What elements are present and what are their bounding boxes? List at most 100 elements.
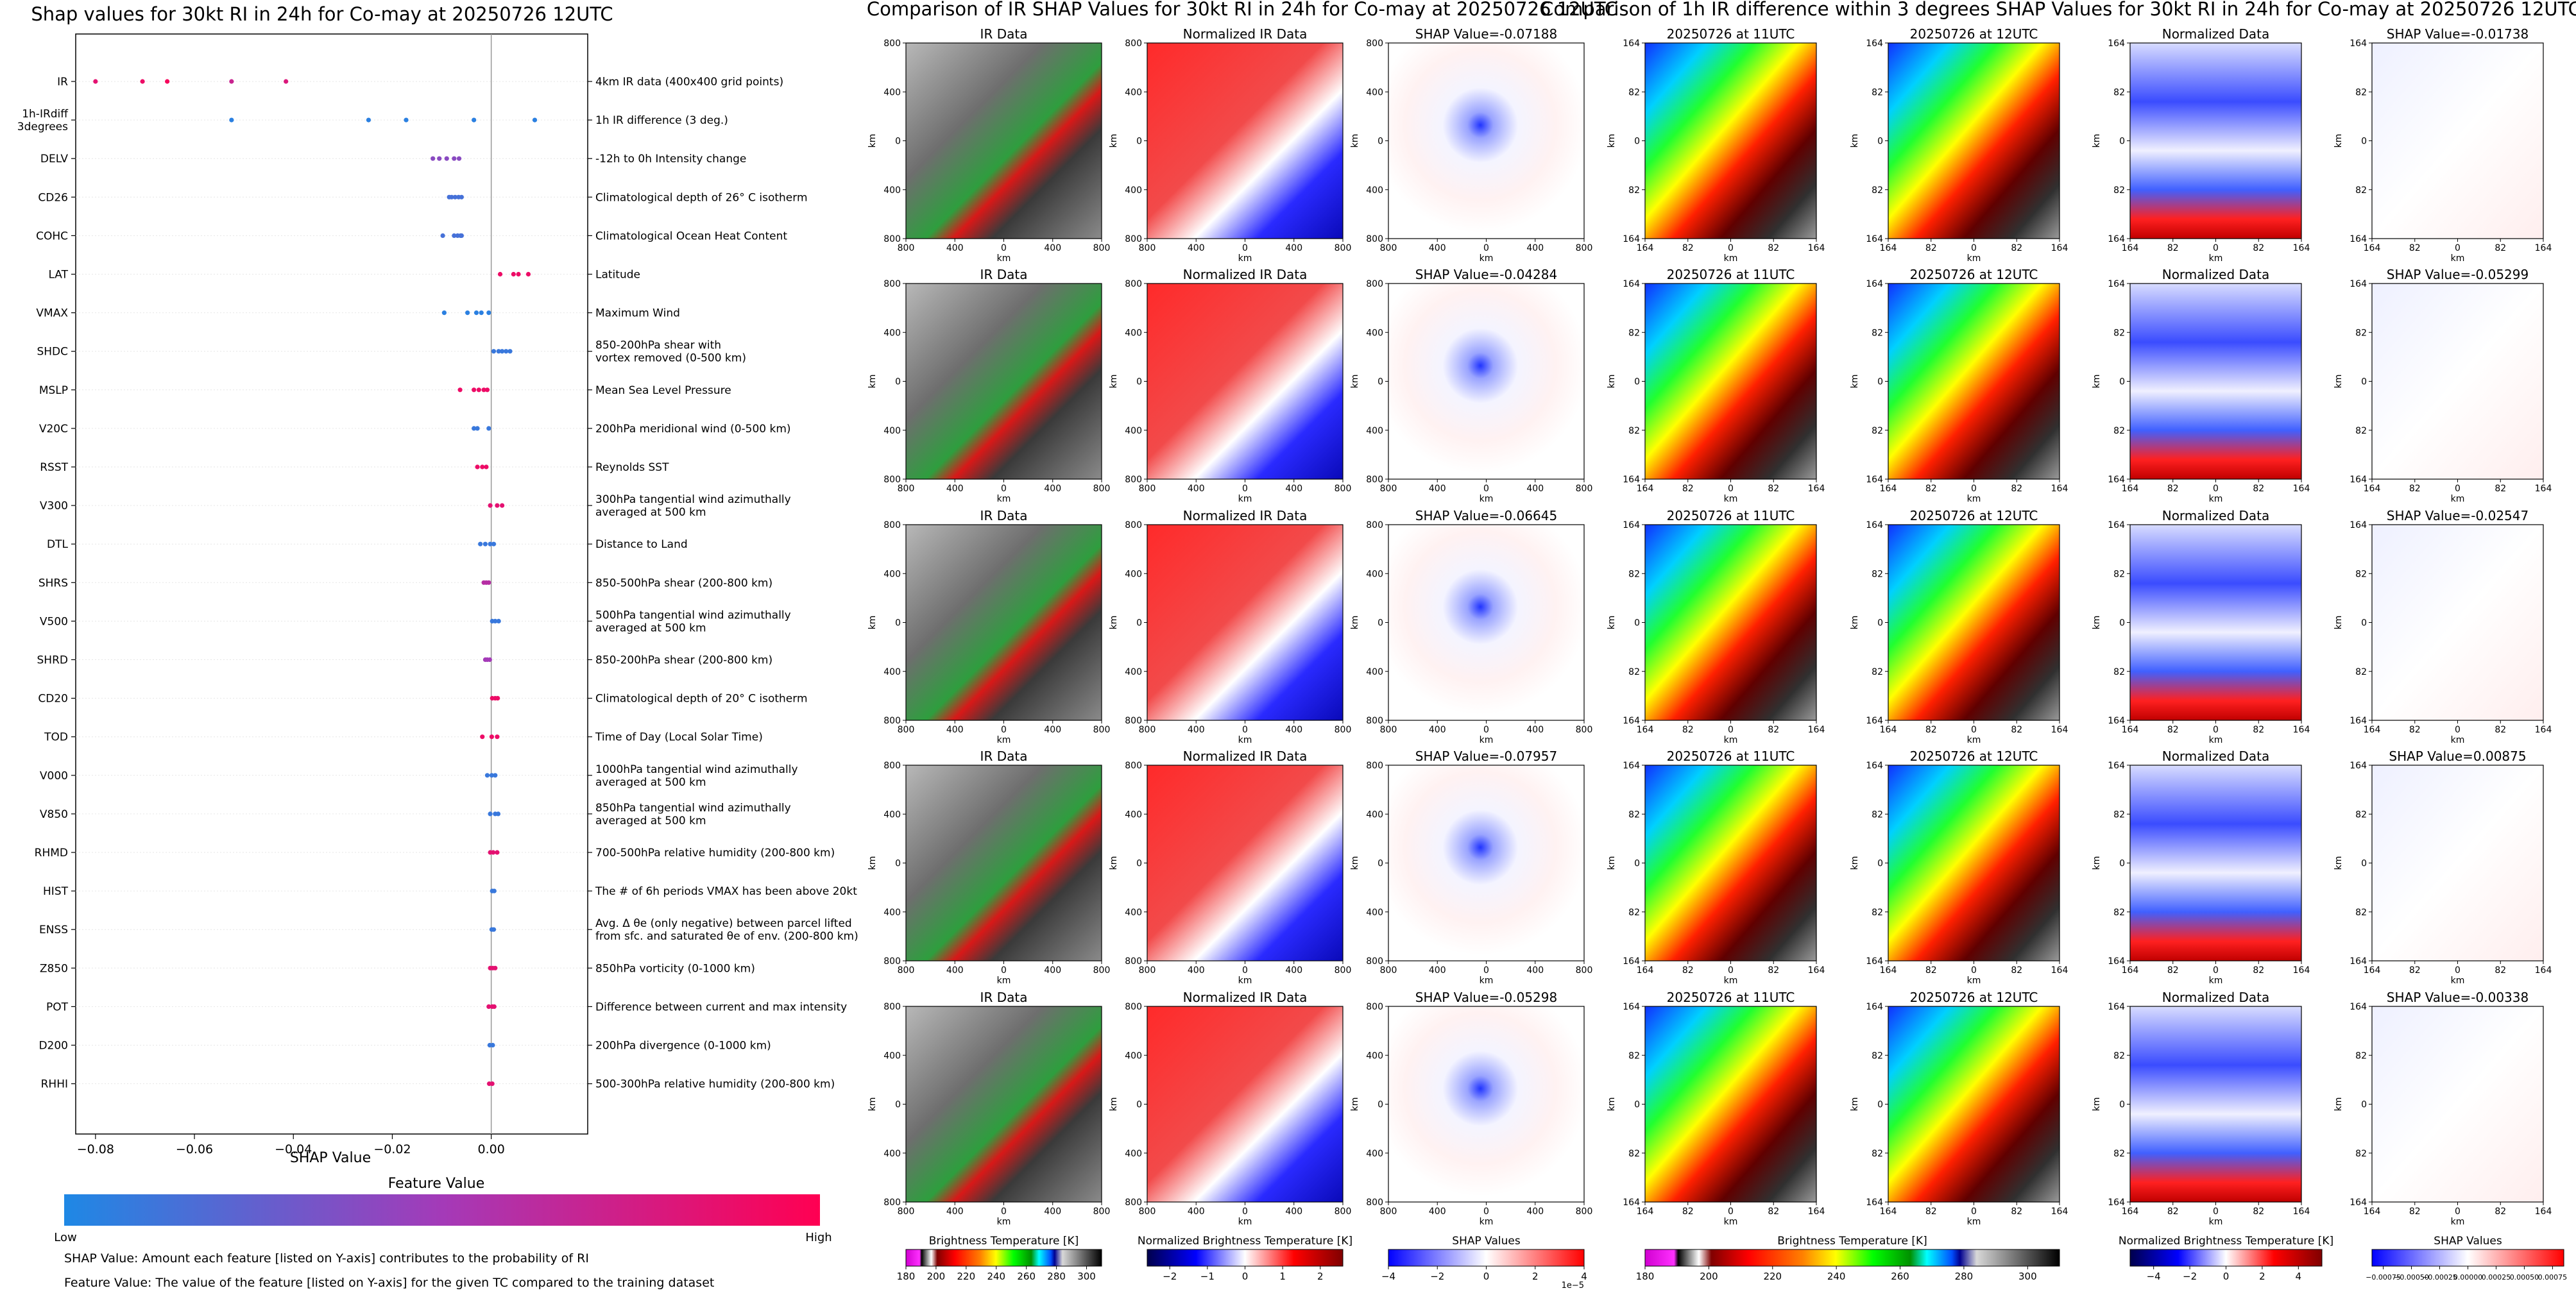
- panel-image: [1888, 42, 2060, 239]
- ytick-label: 400: [883, 809, 901, 820]
- ytick-label: 82: [1872, 569, 1883, 579]
- ytick-label: 0: [895, 1100, 901, 1110]
- ytick-label: 82: [1872, 1149, 1883, 1159]
- ytick-label: 800: [1125, 279, 1142, 289]
- colorbar-label: Brightness Temperature [K]: [1777, 1235, 1927, 1248]
- panel-image: [2129, 524, 2302, 721]
- xtick-label: 82: [1925, 1206, 1937, 1217]
- ytick-label: 0: [1877, 618, 1883, 629]
- yaxis-label: km: [1850, 616, 1860, 630]
- ytick-label: 164: [2108, 761, 2125, 771]
- ytick-label: 0: [1136, 859, 1142, 869]
- colorbar-label: SHAP Values: [2434, 1235, 2502, 1248]
- xtick-label: −0.08: [77, 1142, 114, 1156]
- xtick-label: 0: [1001, 1206, 1007, 1217]
- ytick-label: 400: [1125, 426, 1142, 436]
- feature-description: Time of Day (Local Solar Time): [595, 731, 763, 744]
- colorbar-tick-label: −2: [2183, 1271, 2197, 1282]
- yaxis-label: km: [1109, 1097, 1119, 1112]
- ytick-label: 0: [895, 618, 901, 629]
- feature-label: V000: [40, 770, 68, 783]
- xtick-label: 800: [898, 243, 915, 253]
- xtick-label: 164: [2293, 965, 2310, 976]
- colorbar: Normalized Brightness Temperature [K] −4 −…: [2119, 1235, 2333, 1282]
- xtick-label: 400: [1188, 243, 1205, 253]
- xtick-label: 0: [1971, 965, 1977, 976]
- feature-row: MSLP Mean Sea Level Pressure: [39, 384, 731, 397]
- ytick-label: 0: [895, 377, 901, 387]
- ytick-label: 400: [1366, 426, 1383, 436]
- xtick-label: 164: [2535, 965, 2552, 976]
- feature-row: V300 300hPa tangential wind azimuthally av…: [40, 493, 791, 519]
- xtick-label: 82: [2167, 965, 2179, 976]
- shap-point: [456, 156, 462, 161]
- xtick-label: 800: [1576, 243, 1593, 253]
- feature-label: DELV: [40, 153, 68, 165]
- shap-point: [532, 117, 538, 123]
- ytick-label: 0: [2361, 377, 2367, 387]
- xaxis-label: km: [2451, 735, 2465, 745]
- ytick-label: 82: [2355, 1051, 2367, 1061]
- xtick-label: 164: [2051, 725, 2068, 735]
- ytick-label: 0: [1634, 859, 1640, 869]
- panel-title: IR Data: [980, 267, 1028, 282]
- yaxis-label: km: [2333, 616, 2344, 630]
- xtick-label: 82: [2011, 243, 2022, 253]
- ytick-label: 800: [1366, 1002, 1383, 1012]
- xtick-label: 400: [946, 965, 964, 976]
- xaxis-label: km: [1724, 253, 1738, 264]
- shap-point: [504, 349, 509, 354]
- heatmap-panel: Normalized IR Data8008004004000040040080…: [1109, 26, 1351, 264]
- feature-description: Climatological depth of 20° C isotherm: [595, 693, 808, 706]
- shap-point: [490, 1081, 495, 1087]
- xtick-label: 82: [1925, 484, 1937, 494]
- ytick-label: 800: [883, 956, 901, 967]
- ytick-label: 82: [1872, 908, 1883, 918]
- colorbar-tick-label: 220: [1763, 1271, 1782, 1282]
- xtick-label: 800: [1093, 484, 1111, 494]
- ytick-label: 0: [895, 859, 901, 869]
- xtick-label: 164: [2051, 484, 2068, 494]
- ytick-label: 0: [2361, 859, 2367, 869]
- feature-label: IR: [57, 76, 68, 89]
- heatmap-panel: SHAP Value=-0.06645800800400400004004008…: [1350, 508, 1592, 745]
- heatmap-panel: Normalized Data1641648282008282164164kmk…: [2092, 508, 2310, 745]
- xtick-label: 164: [2293, 1206, 2310, 1217]
- panel-image: [1147, 765, 1343, 961]
- panel-title: SHAP Value=-0.05299: [2387, 267, 2529, 282]
- yaxis-label: km: [1350, 856, 1360, 870]
- panel-image: [1644, 1006, 1817, 1203]
- ytick-label: 400: [883, 426, 901, 436]
- xtick-label: 164: [1880, 484, 1897, 494]
- yaxis-label: km: [1350, 1097, 1360, 1112]
- shap-point: [140, 79, 145, 84]
- ytick-label: 0: [1634, 1100, 1640, 1110]
- shap-point: [486, 310, 491, 316]
- ytick-label: 164: [2108, 234, 2125, 244]
- ytick-label: 82: [2355, 569, 2367, 579]
- ytick-label: 82: [1628, 569, 1640, 579]
- shap-point: [484, 773, 490, 778]
- feature-row: RHHI 500-300hPa relative humidity (200-80…: [41, 1078, 835, 1091]
- feature-description: 850-500hPa shear (200-800 km): [595, 577, 772, 589]
- heatmap-panel: 20250726 at 12UTC1641648282008282164164k…: [1850, 26, 2068, 264]
- colorbar: Brightness Temperature [K] 180 200 220 240 26…: [897, 1235, 1102, 1282]
- xtick-label: 0: [1728, 1206, 1734, 1217]
- panel-title: Normalized IR Data: [1183, 508, 1308, 523]
- xtick-label: 800: [1093, 965, 1111, 976]
- feature-row: SHRD 850-200hPa shear (200-800 km): [37, 654, 773, 667]
- note-feature-value: Feature Value: The value of the feature …: [64, 1276, 715, 1290]
- ytick-label: 0: [2361, 1100, 2367, 1110]
- ytick-label: 82: [1872, 667, 1883, 677]
- panel-image: [2371, 283, 2544, 480]
- yaxis-label: km: [1607, 134, 1617, 148]
- xtick-label: 164: [2535, 1206, 2552, 1217]
- ytick-label: 164: [2108, 716, 2125, 726]
- shap-point: [491, 850, 496, 855]
- panel-title: 20250726 at 12UTC: [1910, 749, 2038, 764]
- yaxis-label: km: [2333, 856, 2344, 870]
- ytick-label: 800: [883, 1198, 901, 1208]
- xtick-label: 400: [1285, 1206, 1302, 1217]
